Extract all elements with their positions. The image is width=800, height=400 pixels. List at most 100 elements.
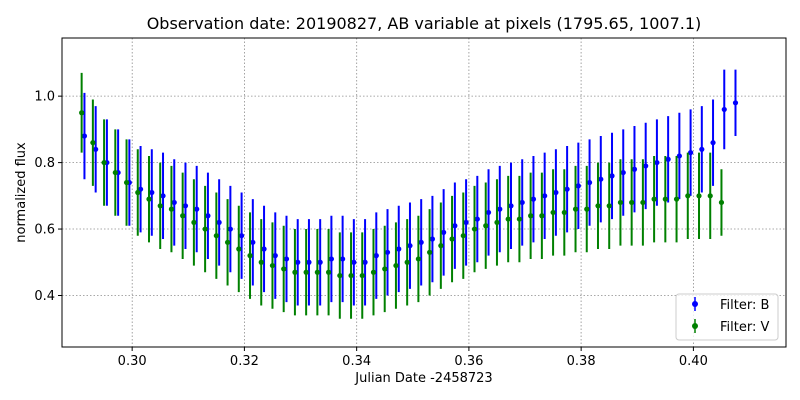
data-point: [586, 179, 593, 186]
data-point: [393, 262, 399, 269]
data-point: [460, 233, 466, 239]
data-point: [348, 272, 354, 279]
data-point: [292, 269, 298, 275]
data-point: [584, 206, 590, 212]
data-point: [314, 269, 320, 275]
data-point: [606, 203, 612, 209]
data-point: [396, 246, 402, 252]
data-point: [685, 193, 691, 199]
data-point: [295, 259, 301, 265]
data-point: [112, 169, 118, 176]
data-point: [359, 272, 365, 279]
data-point: [721, 106, 727, 113]
plot-data: [79, 69, 739, 319]
data-point: [418, 239, 424, 245]
data-point: [337, 272, 343, 279]
data-point: [317, 259, 323, 265]
data-point: [449, 236, 455, 242]
data-point: [362, 259, 368, 265]
data-point: [123, 179, 130, 186]
data-point: [227, 226, 233, 232]
data-point: [528, 213, 534, 219]
data-point: [505, 216, 511, 222]
x-tick-label: 0.30: [118, 354, 147, 369]
legend-box: [675, 293, 779, 341]
data-point: [236, 246, 242, 252]
data-point: [93, 146, 99, 152]
data-point: [687, 150, 694, 156]
data-point: [407, 243, 413, 249]
x-tick-label: 0.32: [230, 354, 259, 369]
data-point: [205, 213, 211, 219]
data-point: [438, 243, 444, 249]
data-point: [384, 249, 391, 255]
x-tick-label: 0.36: [454, 354, 483, 369]
data-point: [519, 199, 525, 206]
data-point: [404, 259, 410, 265]
series-filter-v: [79, 72, 725, 319]
data-point: [79, 110, 85, 116]
data-point: [609, 173, 615, 179]
data-point: [665, 156, 671, 162]
data-point: [194, 206, 200, 212]
data-point: [497, 206, 503, 212]
data-point: [710, 140, 716, 146]
data-point: [732, 100, 739, 106]
data-point: [595, 203, 601, 209]
data-point: [508, 203, 514, 209]
data-point: [494, 219, 500, 226]
data-point: [281, 266, 287, 272]
legend-label-filter-v: Filter: V: [720, 320, 769, 335]
data-point: [550, 209, 556, 216]
data-point: [542, 193, 548, 199]
data-point: [216, 219, 222, 226]
data-point: [370, 269, 377, 275]
data-point: [673, 196, 680, 202]
data-point: [483, 223, 489, 229]
data-point: [306, 259, 312, 265]
data-point: [81, 133, 88, 139]
data-point: [247, 253, 253, 259]
axis-ticks: 0.30 0.32 0.34 0.36 0.38 0.40 0.4 0.6 0.8 1.0: [34, 90, 708, 369]
data-point: [157, 203, 163, 209]
data-point: [575, 183, 581, 189]
data-point: [564, 186, 570, 192]
data-point: [269, 262, 276, 269]
x-tick-label: 0.38: [567, 354, 596, 369]
data-point: [250, 239, 256, 245]
y-tick-label: 1.0: [34, 90, 55, 105]
data-point: [631, 166, 638, 172]
data-point: [617, 199, 624, 206]
data-point: [213, 233, 219, 239]
data-point: [463, 219, 469, 226]
y-tick-label: 0.4: [34, 289, 55, 304]
data-point: [539, 213, 545, 219]
data-point: [572, 206, 579, 212]
data-point: [707, 193, 713, 199]
x-tick-label: 0.40: [679, 354, 708, 369]
data-point: [135, 189, 141, 196]
series-filter-b: [81, 69, 739, 306]
data-point: [643, 163, 649, 169]
data-point: [373, 253, 379, 259]
data-point: [485, 209, 492, 216]
data-point: [620, 169, 626, 176]
data-point: [474, 216, 480, 222]
legend: Filter: B Filter: V: [675, 293, 779, 341]
y-tick-label: 0.8: [34, 156, 55, 171]
data-point: [146, 196, 152, 202]
data-point: [191, 219, 197, 226]
data-point: [699, 146, 705, 152]
data-point: [640, 199, 646, 206]
data-point: [696, 193, 702, 199]
plot-frame: [61, 37, 787, 348]
data-point: [471, 226, 478, 232]
data-point: [328, 256, 334, 262]
data-point: [516, 216, 523, 222]
data-point: [202, 226, 208, 232]
data-point: [340, 256, 346, 262]
data-point: [452, 223, 458, 229]
data-point: [676, 153, 682, 159]
